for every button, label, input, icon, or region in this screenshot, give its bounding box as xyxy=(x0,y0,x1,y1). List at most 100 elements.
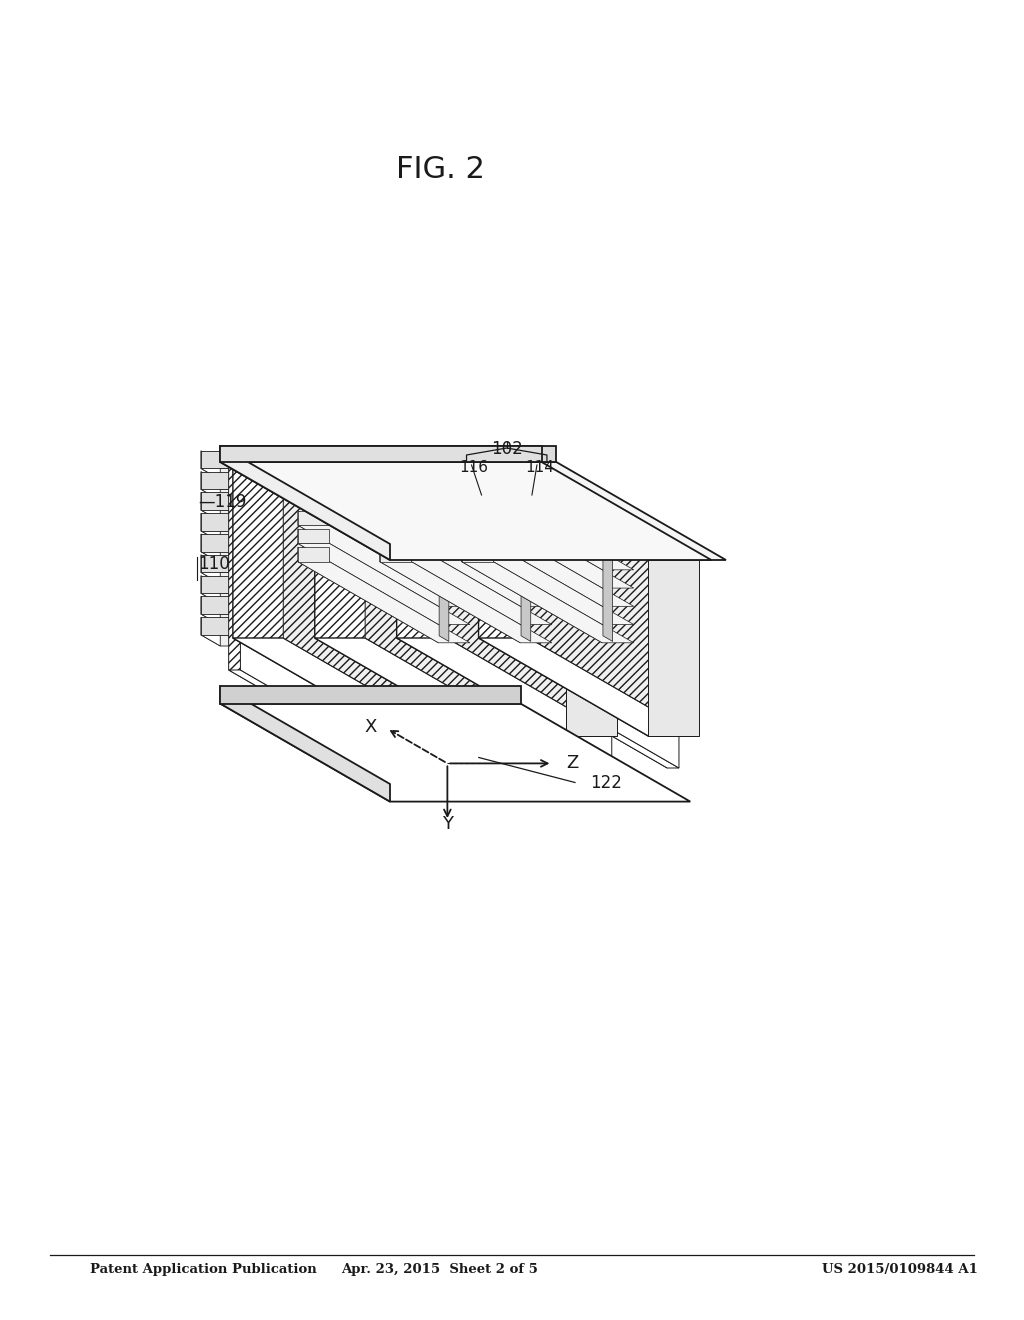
Polygon shape xyxy=(484,560,535,737)
Polygon shape xyxy=(307,462,477,768)
Polygon shape xyxy=(566,560,616,737)
Polygon shape xyxy=(430,462,600,768)
Polygon shape xyxy=(220,462,726,560)
Polygon shape xyxy=(380,488,552,570)
Polygon shape xyxy=(298,511,330,525)
Polygon shape xyxy=(284,462,453,737)
Polygon shape xyxy=(439,545,449,642)
Polygon shape xyxy=(521,545,530,642)
Polygon shape xyxy=(201,573,542,583)
Polygon shape xyxy=(462,511,602,606)
Polygon shape xyxy=(462,561,634,643)
Polygon shape xyxy=(462,492,494,507)
Polygon shape xyxy=(442,462,611,768)
Polygon shape xyxy=(201,490,542,500)
Polygon shape xyxy=(298,507,470,589)
Polygon shape xyxy=(220,446,542,462)
Text: 122: 122 xyxy=(590,775,622,792)
Polygon shape xyxy=(220,686,390,801)
Polygon shape xyxy=(201,510,542,521)
Polygon shape xyxy=(201,451,522,469)
Polygon shape xyxy=(380,492,520,589)
Polygon shape xyxy=(380,492,412,507)
Polygon shape xyxy=(201,554,220,583)
Polygon shape xyxy=(220,446,390,560)
Polygon shape xyxy=(232,638,453,737)
Polygon shape xyxy=(462,511,494,525)
Text: Y: Y xyxy=(442,814,453,833)
Polygon shape xyxy=(298,529,330,544)
Polygon shape xyxy=(220,446,556,462)
Polygon shape xyxy=(201,552,542,562)
Polygon shape xyxy=(298,474,438,570)
Polygon shape xyxy=(298,511,438,606)
Polygon shape xyxy=(447,462,616,737)
Text: US 2015/0109844 A1: US 2015/0109844 A1 xyxy=(822,1263,978,1276)
Polygon shape xyxy=(298,561,470,643)
Polygon shape xyxy=(462,525,634,606)
Text: 114: 114 xyxy=(525,459,554,475)
Polygon shape xyxy=(201,471,220,500)
Polygon shape xyxy=(380,548,412,561)
Text: FIG. 2: FIG. 2 xyxy=(395,156,484,185)
Polygon shape xyxy=(201,513,220,543)
Polygon shape xyxy=(228,671,411,768)
Polygon shape xyxy=(298,488,470,570)
Text: Z: Z xyxy=(566,755,579,772)
Polygon shape xyxy=(201,597,522,614)
Text: X: X xyxy=(365,718,377,737)
Polygon shape xyxy=(201,531,542,543)
Polygon shape xyxy=(298,525,470,606)
Polygon shape xyxy=(462,548,494,561)
Polygon shape xyxy=(201,554,522,573)
Polygon shape xyxy=(462,507,634,589)
Polygon shape xyxy=(462,529,494,544)
Polygon shape xyxy=(220,686,520,704)
Polygon shape xyxy=(462,488,634,570)
Polygon shape xyxy=(241,462,411,768)
Polygon shape xyxy=(498,462,668,768)
Text: —119: —119 xyxy=(199,494,247,511)
Text: 102: 102 xyxy=(490,440,522,458)
Polygon shape xyxy=(298,529,438,624)
Polygon shape xyxy=(201,576,220,605)
Polygon shape xyxy=(298,474,330,488)
Polygon shape xyxy=(201,597,220,626)
Polygon shape xyxy=(498,671,679,768)
Polygon shape xyxy=(201,618,522,635)
Polygon shape xyxy=(201,451,220,479)
Polygon shape xyxy=(201,635,542,645)
Polygon shape xyxy=(603,545,612,642)
Polygon shape xyxy=(380,474,412,488)
Polygon shape xyxy=(380,507,552,589)
Polygon shape xyxy=(201,492,220,521)
Text: 116: 116 xyxy=(459,459,488,475)
Polygon shape xyxy=(298,492,330,507)
Polygon shape xyxy=(380,529,412,544)
Polygon shape xyxy=(201,492,522,510)
Polygon shape xyxy=(462,474,602,570)
Polygon shape xyxy=(462,474,494,488)
Polygon shape xyxy=(201,614,542,626)
Polygon shape xyxy=(380,548,520,643)
Polygon shape xyxy=(201,593,542,605)
Polygon shape xyxy=(478,462,648,737)
Polygon shape xyxy=(396,638,616,737)
Polygon shape xyxy=(462,548,602,643)
Polygon shape xyxy=(462,492,602,589)
Polygon shape xyxy=(462,544,634,624)
Polygon shape xyxy=(380,544,552,624)
Polygon shape xyxy=(298,548,330,561)
Polygon shape xyxy=(648,560,698,737)
Polygon shape xyxy=(298,548,438,643)
Polygon shape xyxy=(529,462,698,737)
Polygon shape xyxy=(380,525,552,606)
Polygon shape xyxy=(201,469,542,479)
Polygon shape xyxy=(220,446,390,560)
Polygon shape xyxy=(478,638,698,737)
Polygon shape xyxy=(462,529,602,624)
Polygon shape xyxy=(375,462,545,768)
Polygon shape xyxy=(430,671,611,768)
Polygon shape xyxy=(366,462,535,737)
Polygon shape xyxy=(228,462,398,768)
